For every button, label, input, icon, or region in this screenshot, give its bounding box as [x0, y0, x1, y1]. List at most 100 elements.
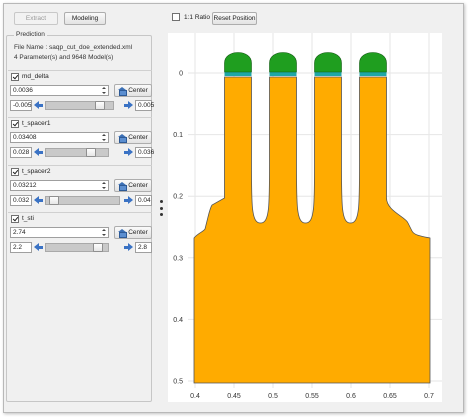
center-label: Center: [128, 182, 148, 189]
parameter-slider[interactable]: [45, 243, 109, 252]
model-info-label: 4 Parameter(s) and 9648 Model(s): [14, 54, 114, 61]
slider-min-value: 2.2: [13, 244, 23, 251]
slider-min-value: -0.005: [13, 102, 32, 109]
arrow-right-icon[interactable]: [124, 101, 133, 110]
parameter-header: t_sti: [8, 212, 152, 224]
parameter-slider[interactable]: [45, 148, 109, 157]
ratio-toggle[interactable]: 1:1 Ratio: [172, 13, 210, 21]
file-name-label: File Name : saqp_cut_doe_extended.xml: [14, 44, 133, 51]
modeling-button[interactable]: Modeling: [64, 12, 106, 25]
parameter-slider-row: -0.005 0.005: [10, 100, 155, 111]
spin-arrows-icon[interactable]: [101, 134, 107, 141]
spin-arrows-icon[interactable]: [101, 229, 107, 236]
home-icon: [118, 229, 128, 238]
y-tick-label: 0: [179, 71, 183, 78]
parameter-header: md_delta: [8, 70, 152, 82]
structure-plot[interactable]: 0.4 0.45 0.5 0.55 0.6 0.65 0.7 0 0.1 0.2 0.3 0.4 0.5: [168, 33, 442, 402]
y-tick-label: 0.1: [173, 132, 183, 139]
spin-arrows-icon[interactable]: [101, 182, 107, 189]
parameter-value-spinbox[interactable]: 0.03408: [10, 132, 109, 143]
y-tick-label: 0.2: [173, 194, 183, 201]
parameter-checkbox[interactable]: [11, 72, 19, 81]
y-tick-label: 0.4: [173, 317, 183, 324]
spin-arrows-icon[interactable]: [101, 87, 107, 94]
arrow-left-icon[interactable]: [34, 148, 43, 157]
parameter-value-spinbox[interactable]: 0.03212: [10, 180, 109, 191]
parameter-checkbox[interactable]: [11, 214, 19, 223]
ratio-checkbox[interactable]: [172, 13, 180, 21]
slider-handle[interactable]: [93, 243, 103, 252]
parameter-value: 2.74: [13, 229, 26, 236]
parameter-t-spacer1: t_spacer1 0.03408 Center 0.028 0.036: [8, 117, 154, 165]
parameter-slider[interactable]: [45, 196, 120, 205]
center-label: Center: [128, 134, 148, 141]
slider-min-field[interactable]: -0.005: [10, 100, 32, 111]
slider-min-value: 0.032: [13, 197, 30, 204]
slider-max-field[interactable]: 0.005: [135, 100, 155, 111]
extract-button[interactable]: Extract: [14, 12, 58, 25]
liner-mark: [359, 71, 387, 76]
reset-position-button[interactable]: Reset Position: [212, 12, 257, 25]
plot-canvas: 0.4 0.45 0.5 0.55 0.6 0.65 0.7 0 0.1 0.2 0.3 0.4 0.5: [173, 33, 442, 400]
parameter-slider-row: 2.2 2.8: [10, 242, 152, 253]
center-button[interactable]: Center: [114, 179, 152, 192]
parameter-md-delta: md_delta 0.0036 Center -0.005 0.005: [8, 70, 155, 118]
arrow-right-icon[interactable]: [124, 243, 133, 252]
slider-min-field[interactable]: 2.2: [10, 242, 32, 253]
center-label: Center: [128, 87, 148, 94]
slider-min-field[interactable]: 0.028: [10, 147, 32, 158]
slider-max-value: 0.005: [138, 102, 155, 109]
liner-mark: [224, 71, 252, 76]
arrow-left-icon[interactable]: [34, 243, 43, 252]
ratio-label: 1:1 Ratio: [184, 13, 211, 21]
center-label: Center: [128, 229, 148, 236]
y-tick-label: 0.5: [173, 379, 183, 386]
cap-mark: [269, 52, 297, 73]
slider-max-field[interactable]: 0.04: [135, 195, 152, 206]
cap-mark: [224, 52, 252, 73]
top-toolbar: Extract Modeling: [14, 12, 106, 26]
x-tick-label: 0.45: [227, 393, 241, 400]
parameter-checkbox[interactable]: [11, 119, 19, 128]
parameter-t-sti: t_sti 2.74 Center 2.2 2.8: [8, 212, 152, 260]
parameter-header: t_spacer2: [8, 165, 152, 177]
parameter-name: t_spacer2: [22, 168, 51, 175]
splitter-handle[interactable]: [160, 200, 163, 216]
x-tick-label: 0.65: [383, 393, 397, 400]
parameter-slider[interactable]: [45, 101, 114, 110]
arrow-left-icon[interactable]: [34, 101, 43, 110]
arrow-left-icon[interactable]: [34, 196, 43, 205]
cap-mark: [314, 52, 342, 73]
arrow-right-icon[interactable]: [124, 196, 133, 205]
center-button[interactable]: Center: [114, 84, 152, 97]
x-tick-label: 0.6: [346, 393, 356, 400]
home-icon: [118, 182, 128, 191]
parameter-value-spinbox[interactable]: 0.0036: [10, 85, 109, 96]
center-button[interactable]: Center: [114, 226, 152, 239]
liner-mark: [314, 71, 342, 76]
parameter-name: t_sti: [22, 215, 34, 222]
home-icon: [118, 134, 128, 143]
arrow-right-icon[interactable]: [124, 148, 133, 157]
prediction-group-title: Prediction: [14, 31, 47, 38]
slider-handle[interactable]: [95, 101, 105, 110]
slider-max-value: 0.04: [138, 197, 151, 204]
x-tick-label: 0.55: [305, 393, 319, 400]
center-button[interactable]: Center: [114, 131, 152, 144]
prediction-group: [6, 35, 152, 402]
x-tick-label: 0.7: [424, 393, 434, 400]
parameter-header: t_spacer1: [8, 117, 152, 129]
parameter-name: md_delta: [22, 73, 49, 80]
slider-max-field[interactable]: 2.8: [135, 242, 152, 253]
slider-min-field[interactable]: 0.032: [10, 195, 32, 206]
parameter-value: 0.0036: [13, 87, 33, 94]
parameter-slider-row: 0.032 0.04: [10, 195, 152, 206]
parameter-name: t_spacer1: [22, 120, 51, 127]
slider-handle[interactable]: [86, 148, 96, 157]
parameter-value-spinbox[interactable]: 2.74: [10, 227, 109, 238]
slider-handle[interactable]: [49, 196, 59, 205]
home-icon: [118, 87, 128, 96]
slider-max-field[interactable]: 0.036: [135, 147, 154, 158]
parameter-checkbox[interactable]: [11, 167, 19, 176]
x-tick-label: 0.5: [268, 393, 278, 400]
